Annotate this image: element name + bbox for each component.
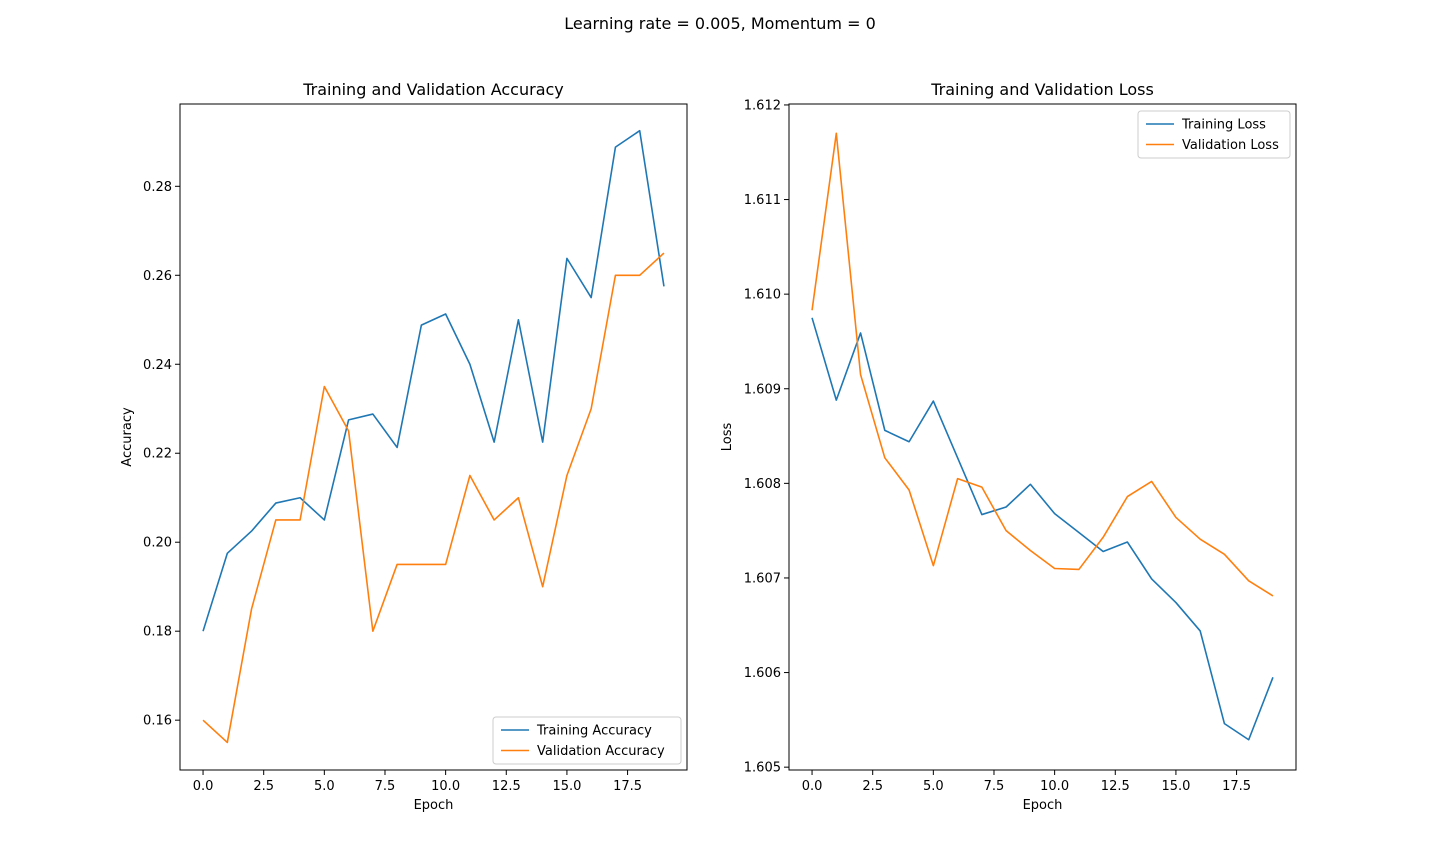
x-tick-label: 15.0 bbox=[1161, 779, 1190, 794]
series-line-training-loss bbox=[812, 318, 1273, 740]
chart-title: Training and Validation Loss bbox=[930, 80, 1154, 99]
y-tick-label: 0.20 bbox=[143, 536, 172, 551]
axes-frame bbox=[180, 104, 687, 770]
x-axis-label: Epoch bbox=[414, 798, 454, 813]
x-axis-label: Epoch bbox=[1023, 798, 1063, 813]
y-tick-label: 0.28 bbox=[143, 180, 172, 195]
y-axis-label: Loss bbox=[720, 423, 735, 452]
y-axis-label: Accuracy bbox=[120, 407, 135, 467]
chart-title: Training and Validation Accuracy bbox=[302, 80, 564, 99]
x-tick-label: 5.0 bbox=[314, 779, 335, 794]
y-tick-label: 0.22 bbox=[143, 447, 172, 462]
legend: Training Accuracy Validation Accuracy bbox=[493, 717, 681, 764]
legend-label: Validation Accuracy bbox=[537, 744, 665, 759]
axes-frame bbox=[789, 104, 1296, 770]
x-tick-label: 0.0 bbox=[193, 779, 214, 794]
x-tick-label: 10.0 bbox=[1040, 779, 1069, 794]
x-tick-label: 10.0 bbox=[431, 779, 460, 794]
y-tick-label: 1.608 bbox=[744, 477, 781, 492]
legend-label: Training Loss bbox=[1181, 118, 1266, 133]
legend-label: Validation Loss bbox=[1182, 138, 1279, 153]
x-tick-label: 2.5 bbox=[253, 779, 274, 794]
legend-label: Training Accuracy bbox=[536, 724, 652, 739]
x-tick-label: 0.0 bbox=[802, 779, 823, 794]
x-tick-label: 12.5 bbox=[1101, 779, 1130, 794]
y-tick-label: 0.18 bbox=[143, 625, 172, 640]
y-tick-label: 1.605 bbox=[744, 761, 781, 776]
x-tick-label: 17.5 bbox=[613, 779, 642, 794]
y-tick-label: 0.24 bbox=[143, 358, 172, 373]
x-tick-label: 7.5 bbox=[375, 779, 396, 794]
x-tick-label: 15.0 bbox=[552, 779, 581, 794]
series-line-validation-accuracy bbox=[203, 253, 664, 742]
x-tick-label: 17.5 bbox=[1222, 779, 1251, 794]
x-tick-label: 12.5 bbox=[492, 779, 521, 794]
y-tick-label: 1.606 bbox=[744, 666, 781, 681]
series-line-training-accuracy bbox=[203, 131, 664, 632]
x-tick-label: 5.0 bbox=[923, 779, 944, 794]
chart-1: Training and Validation Accuracy 0.0 2.5 5.… bbox=[120, 80, 687, 813]
legend: Training Loss Validation Loss bbox=[1138, 111, 1290, 158]
y-tick-label: 1.611 bbox=[744, 193, 781, 208]
series-line-validation-loss bbox=[812, 133, 1273, 596]
y-tick-label: 1.610 bbox=[744, 288, 781, 303]
y-tick-label: 0.26 bbox=[143, 269, 172, 284]
y-tick-label: 1.609 bbox=[744, 382, 781, 397]
y-tick-label: 1.612 bbox=[744, 98, 781, 113]
x-tick-label: 2.5 bbox=[862, 779, 883, 794]
y-tick-label: 0.16 bbox=[143, 714, 172, 729]
x-tick-label: 7.5 bbox=[984, 779, 1005, 794]
y-tick-label: 1.607 bbox=[744, 571, 781, 586]
chart-2: Training and Validation Loss 0.0 2.5 5.0 7.5… bbox=[720, 80, 1296, 813]
